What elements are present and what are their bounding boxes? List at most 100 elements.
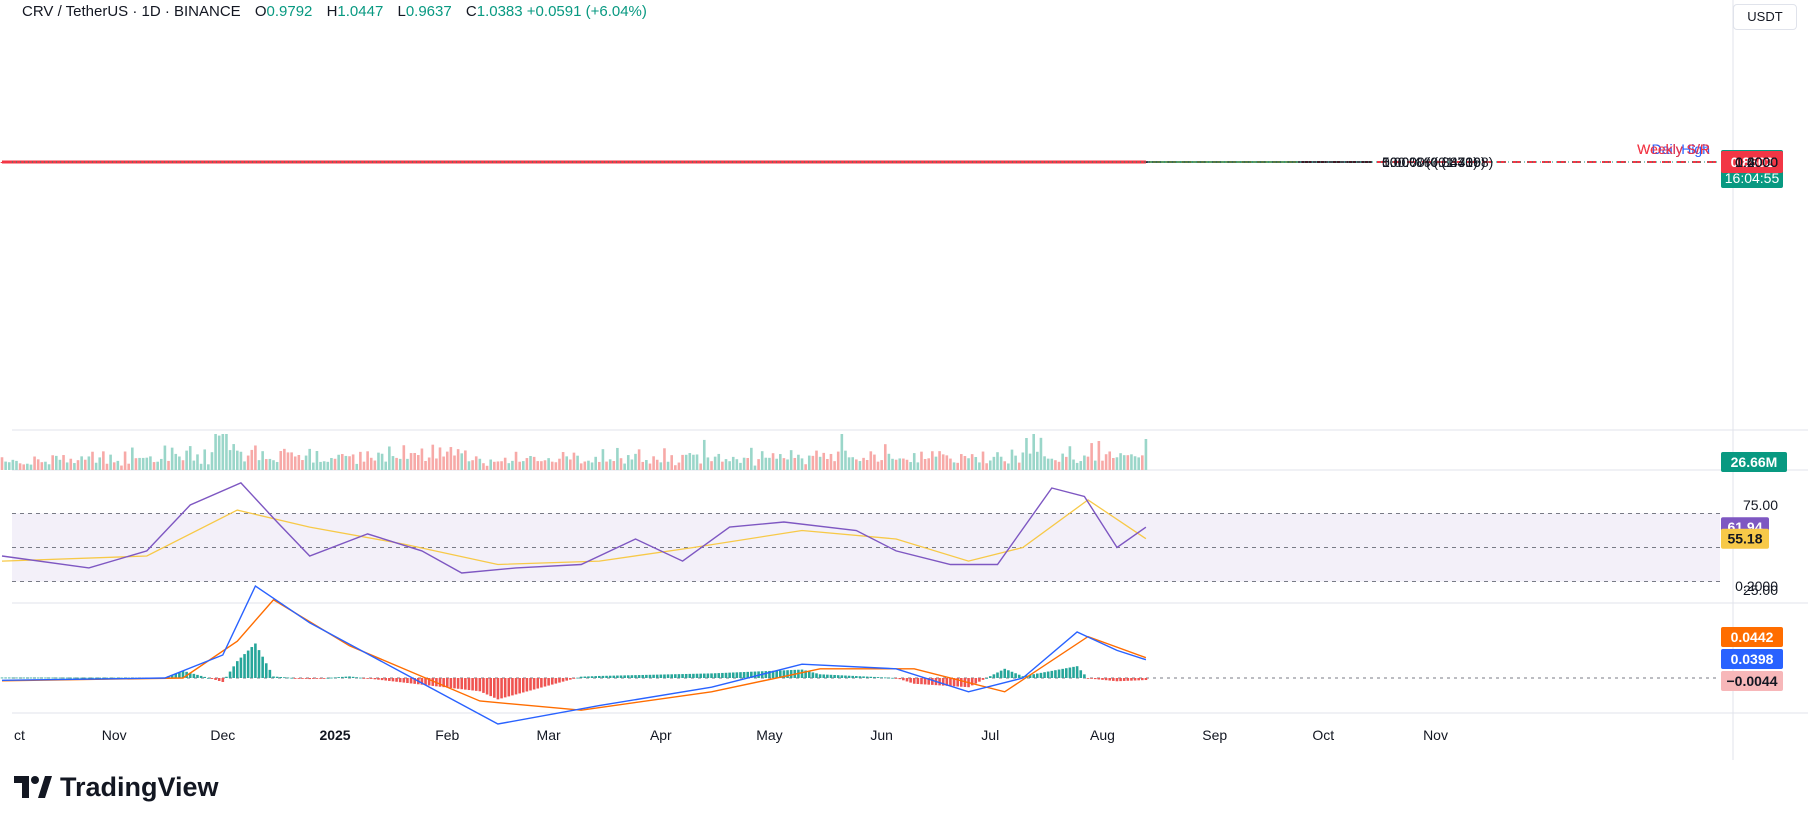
macd-histogram-bar	[232, 666, 235, 678]
fib-label-0: 100.00% (1.3368)	[1382, 154, 1493, 170]
macd-histogram-bar	[873, 676, 876, 678]
volume-bar	[236, 450, 239, 470]
volume-bar	[1072, 459, 1075, 470]
volume-bar	[1097, 440, 1101, 470]
brand-name: TradingView	[60, 772, 219, 802]
macd-histogram-bar	[666, 674, 670, 678]
macd-histogram-bar	[460, 678, 464, 690]
close-value: 1.0383	[476, 3, 523, 20]
volume-bar	[1039, 437, 1043, 470]
macd-histogram-bar	[377, 678, 380, 680]
volume-bar	[670, 455, 673, 470]
macd-histogram-bar	[970, 678, 974, 686]
macd-histogram-bar	[1083, 674, 1086, 678]
macd-value-badge	[1721, 649, 1783, 669]
macd-histogram-bar	[902, 678, 905, 681]
volume-bar	[388, 446, 391, 470]
volume-bar	[485, 465, 489, 470]
volume-bar	[69, 458, 73, 470]
volume-bar	[22, 464, 26, 470]
macd-histogram-bar	[442, 678, 445, 688]
macd-histogram-bar	[286, 677, 290, 679]
macd-histogram-bar	[688, 673, 692, 678]
macd-histogram-bar	[561, 678, 565, 682]
volume-bar	[268, 458, 272, 470]
macd-histogram-bar	[257, 650, 261, 678]
volume-bar	[395, 457, 398, 470]
macd-histogram-bar	[753, 671, 757, 678]
volume-bar	[493, 461, 496, 470]
volume-bar	[829, 453, 833, 470]
volume-bar	[1130, 454, 1133, 470]
macd-histogram-bar	[174, 673, 178, 678]
macd-histogram-bar	[731, 672, 735, 678]
macd-histogram-bar	[1141, 678, 1144, 681]
volume-bar	[283, 448, 286, 470]
volume-bar	[782, 458, 786, 470]
macd-histogram-bar	[543, 678, 547, 687]
volume-bar	[232, 444, 235, 470]
macd-histogram-bar	[26, 677, 29, 679]
macd-histogram-bar	[844, 675, 847, 678]
volume-bar	[478, 458, 482, 470]
low-label: L	[397, 3, 406, 20]
macd-histogram-bar	[702, 673, 706, 678]
macd-histogram-bar	[601, 675, 605, 678]
macd-histogram-bar	[822, 674, 826, 678]
volume-bar	[402, 445, 406, 470]
time-tick: Jun	[870, 727, 893, 743]
volume-bar	[518, 461, 521, 470]
macd-histogram-bar	[587, 676, 590, 678]
volume-bar	[569, 459, 572, 470]
volume-bar	[833, 461, 836, 470]
volume-bar	[605, 461, 608, 470]
macd-histogram-bar	[1097, 678, 1101, 680]
volume-bar	[985, 463, 988, 470]
macd-histogram-bar	[91, 677, 94, 679]
currency-button[interactable]: USDT	[1733, 4, 1797, 30]
macd-histogram-bar	[550, 678, 554, 685]
macd-histogram-bar	[898, 678, 902, 680]
volume-bar	[456, 449, 460, 470]
macd-histogram-bar	[355, 677, 359, 679]
macd-histogram-bar	[536, 678, 540, 689]
macd-histogram-bar	[811, 672, 815, 678]
macd-histogram-bar	[485, 678, 489, 695]
macd-histogram-bar	[905, 678, 909, 682]
volume-bar	[941, 454, 945, 470]
volume-bar	[348, 456, 351, 470]
macd-histogram-bar	[514, 678, 518, 695]
macd-histogram-bar	[594, 676, 597, 678]
macd-histogram-bar	[1064, 668, 1068, 678]
volume-bar	[902, 458, 905, 470]
low-value: 0.9637	[405, 3, 452, 20]
volume-bar	[87, 456, 91, 470]
volume-bar	[811, 455, 815, 470]
macd-histogram-bar	[583, 676, 587, 678]
macd-histogram-bar	[941, 678, 945, 686]
macd-histogram-bar	[670, 674, 673, 678]
volume-bar	[319, 461, 322, 470]
macd-histogram-bar	[272, 676, 275, 678]
volume-bar	[1007, 463, 1010, 470]
volume-bar	[547, 458, 550, 470]
macd-histogram-bar	[362, 678, 366, 679]
volume-bar	[134, 458, 138, 470]
volume-bar	[688, 453, 692, 470]
volume-bar	[648, 463, 652, 470]
macd-histogram-bar	[1079, 670, 1083, 678]
volume-bar	[554, 462, 558, 470]
volume-bar	[272, 460, 275, 470]
tradingview-logo[interactable]: TradingView	[14, 772, 219, 803]
open-label: O	[254, 3, 267, 20]
macd-histogram-bar	[402, 678, 406, 683]
macd-histogram-bar	[192, 673, 196, 678]
volume-bar	[214, 434, 217, 470]
volume-bar	[297, 454, 301, 470]
macd-histogram-bar	[221, 678, 225, 682]
volume-bar	[51, 455, 54, 470]
macd-histogram-bar	[978, 678, 981, 682]
macd-histogram-bar	[373, 678, 377, 680]
volume-bar	[1050, 458, 1054, 470]
